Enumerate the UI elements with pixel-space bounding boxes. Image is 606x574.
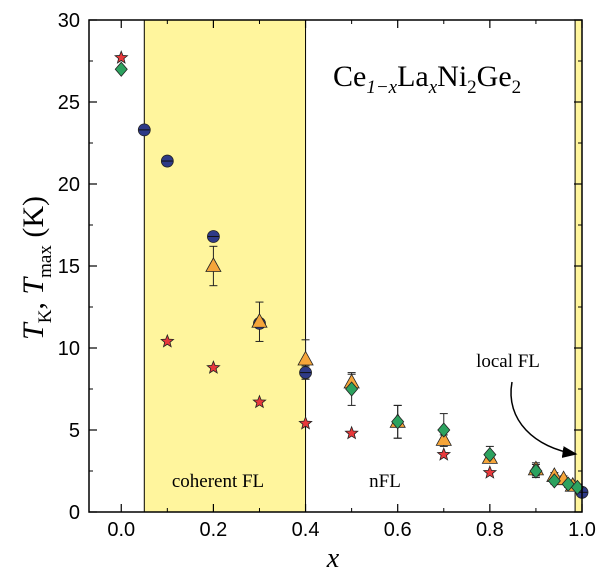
data-point-triangle (205, 257, 222, 272)
data-point-diamond (345, 381, 359, 397)
data-point-diamond (391, 414, 405, 430)
data-point-star (482, 465, 498, 479)
data-point-triangle (297, 350, 314, 366)
chart-title: Ce1−xLaxNi2Ge2 (333, 60, 521, 98)
axes (88, 19, 583, 513)
y-tick-label: 25 (58, 92, 80, 114)
y-axis-label: TK, Tmax (K) (17, 196, 56, 340)
annotation-local-fl: local FL (476, 351, 540, 372)
y-tick-label: 15 (58, 256, 80, 278)
x-tick-label: 0.2 (199, 519, 227, 541)
local-fl-arrow (510, 381, 578, 458)
data-point-diamond (561, 476, 575, 492)
y-tick-label: 5 (69, 420, 80, 442)
annotation-coherent-fl: coherent FL (172, 471, 264, 492)
data-point-star (160, 333, 175, 348)
shaded-region (144, 20, 306, 512)
data-point-star (252, 394, 267, 409)
data-point-triangle (435, 431, 452, 446)
y-tick-label: 20 (58, 174, 80, 196)
x-tick-label: 1.0 (568, 519, 596, 541)
data-point-diamond (437, 422, 451, 438)
data-point-star (206, 360, 221, 374)
data-point-triangle (251, 312, 268, 328)
x-tick-label: 0.4 (292, 519, 320, 541)
x-tick-label: 0.0 (107, 519, 135, 541)
x-axis-label: x (326, 543, 340, 574)
y-tick-label: 10 (58, 338, 80, 360)
y-tick-label: 30 (58, 10, 80, 32)
data-markers (114, 50, 589, 499)
data-point-diamond (529, 463, 543, 479)
data-point-diamond (114, 61, 128, 77)
annotation-nfl: nFL (369, 471, 401, 492)
x-tick-label: 0.8 (476, 519, 504, 541)
data-point-star (298, 415, 313, 430)
y-tick-label: 0 (69, 502, 80, 524)
data-point-diamond (547, 473, 561, 489)
x-tick-label: 0.6 (384, 519, 412, 541)
tick-labels: 0.0 0.2 0.4 0.6 0.8 1.0 0 5 10 15 20 25 30 (58, 10, 596, 541)
data-point-star (436, 446, 452, 461)
data-point-star (114, 50, 129, 64)
data-point-diamond (483, 446, 497, 463)
data-point-star (344, 425, 359, 440)
